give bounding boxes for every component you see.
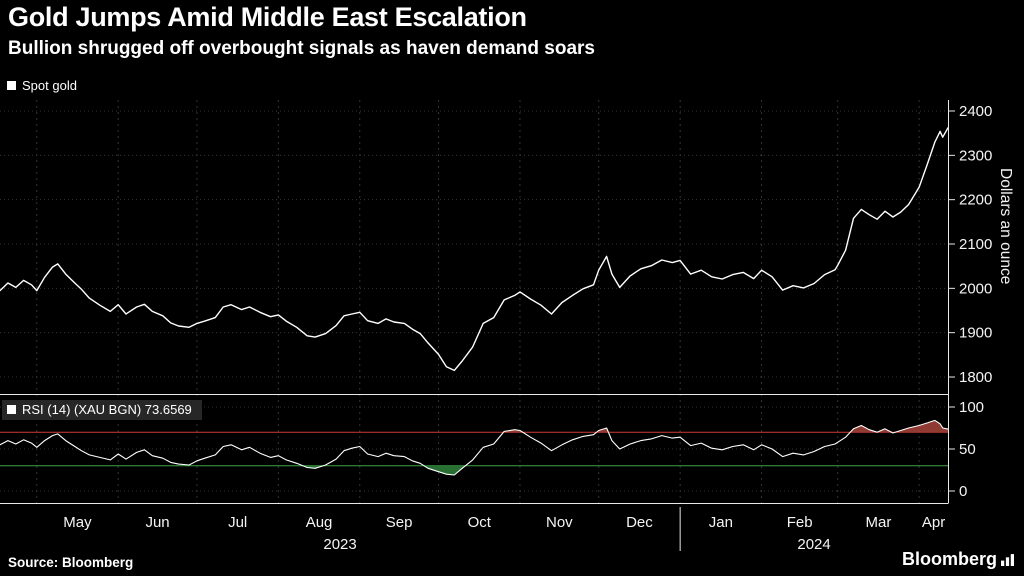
legend-square-icon: [7, 81, 16, 90]
bloomberg-wordmark: Bloomberg: [901, 549, 997, 569]
rsi-oversold-fill: [303, 465, 323, 469]
month-label: Aug: [306, 514, 333, 531]
spot-gold-line: [0, 127, 949, 372]
month-label: Feb: [787, 514, 813, 531]
month-label: Jan: [709, 514, 733, 531]
month-label: Oct: [468, 514, 492, 531]
year-label: 2023: [323, 536, 356, 553]
month-label: Mar: [865, 514, 891, 531]
page-subtitle: Bullion shrugged off overbought signals …: [8, 38, 595, 59]
price-tick-label: 2400: [959, 103, 992, 120]
month-label: Nov: [546, 514, 573, 531]
month-label: Jun: [145, 514, 169, 531]
rsi-overbought-fill: [895, 420, 948, 433]
price-tick-label: 2000: [959, 280, 992, 297]
price-tick-label: 2300: [959, 147, 992, 164]
year-label: 2024: [797, 536, 830, 553]
price-tick-label: 2100: [959, 236, 992, 253]
page-title: Gold Jumps Amid Middle East Escalation: [8, 2, 527, 32]
bloomberg-bars-icon: [1001, 554, 1014, 566]
legend-spot-gold: Spot gold: [7, 78, 77, 93]
price-tick-label: 1900: [959, 325, 992, 342]
month-label: Sep: [386, 514, 413, 531]
month-label: Jul: [228, 514, 247, 531]
legend-rsi-label: RSI (14) (XAU BGN) 73.6569: [22, 402, 192, 417]
rsi-tick-label: 0: [959, 483, 967, 500]
month-label: May: [63, 514, 92, 531]
y-axis-title: Dollars an ounce: [997, 168, 1014, 285]
legend-square-icon: [7, 405, 16, 414]
rsi-tick-label: 100: [959, 399, 984, 416]
rsi-tick-label: 50: [959, 441, 976, 458]
legend-spot-gold-label: Spot gold: [22, 78, 77, 93]
bloomberg-logo: Bloomberg: [902, 549, 1014, 570]
price-tick-label: 1800: [959, 369, 992, 386]
source-credit: Source: Bloomberg: [8, 555, 134, 570]
price-tick-label: 2200: [959, 192, 992, 209]
rsi-line: [0, 419, 949, 476]
legend-rsi: RSI (14) (XAU BGN) 73.6569: [2, 400, 202, 420]
month-label: Dec: [626, 514, 653, 531]
rsi-oversold-fill: [424, 465, 466, 475]
rsi-overbought-fill: [596, 428, 609, 433]
month-label: Apr: [922, 514, 945, 531]
